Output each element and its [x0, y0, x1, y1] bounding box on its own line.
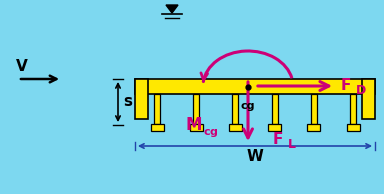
Text: $\mathbf{V}$: $\mathbf{V}$ — [15, 58, 29, 74]
Bar — [362, 79, 375, 119]
Text: $\mathbf{s}$: $\mathbf{s}$ — [123, 94, 133, 109]
Bar — [350, 94, 356, 124]
Bar — [311, 94, 317, 124]
Text: $\mathbf{L}$: $\mathbf{L}$ — [287, 139, 296, 152]
Text: $\mathbf{M}$: $\mathbf{M}$ — [185, 116, 202, 134]
Bar — [229, 124, 242, 131]
Bar — [346, 124, 359, 131]
Bar — [135, 79, 375, 94]
Bar — [154, 94, 160, 124]
Text: $\mathbf{W}$: $\mathbf{W}$ — [246, 148, 264, 164]
Text: $\mathbf{F}$: $\mathbf{F}$ — [340, 77, 351, 93]
Bar — [193, 94, 199, 124]
Bar — [268, 124, 281, 131]
Polygon shape — [166, 5, 178, 13]
Text: $\mathbf{cg}$: $\mathbf{cg}$ — [203, 127, 218, 139]
Text: cg: cg — [241, 101, 255, 111]
Text: $\mathbf{D}$: $\mathbf{D}$ — [355, 85, 367, 98]
Bar — [135, 79, 148, 119]
Text: $\mathbf{F}$: $\mathbf{F}$ — [272, 131, 283, 147]
Bar — [232, 94, 238, 124]
Bar — [151, 124, 164, 131]
Bar — [271, 94, 278, 124]
Bar — [307, 124, 320, 131]
Bar — [190, 124, 203, 131]
